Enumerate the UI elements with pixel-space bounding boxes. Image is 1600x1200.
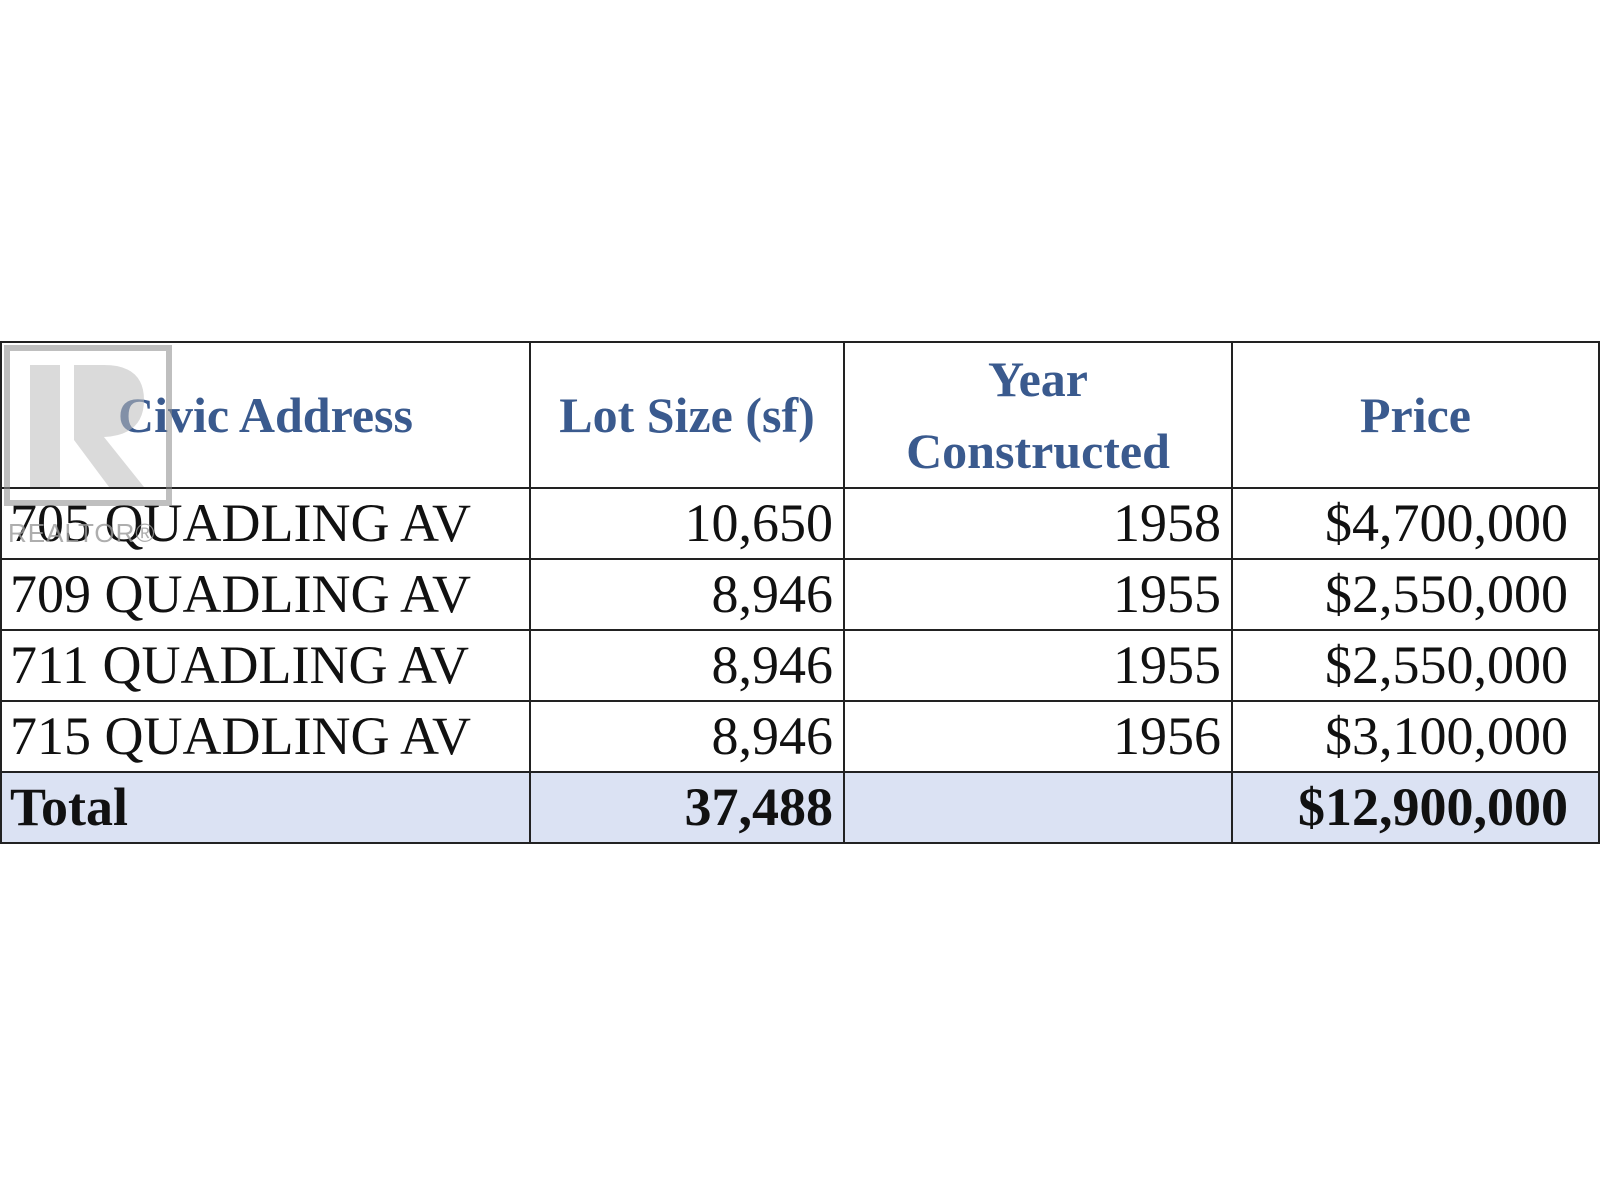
cell-year: 1955 (843, 629, 1233, 702)
header-row: Civic Address Lot Size (sf) Year Constru… (0, 341, 1600, 489)
table-row: 709 QUADLING AV 8,946 1955 $2,550,000 (0, 558, 1600, 631)
header-civic-address: Civic Address (0, 341, 531, 489)
cell-price: $3,100,000 (1231, 700, 1600, 773)
header-year-constructed: Year Constructed (843, 341, 1233, 489)
header-price: Price (1231, 341, 1600, 489)
cell-lot-size: 10,650 (529, 487, 845, 560)
cell-lot-size: 8,946 (529, 629, 845, 702)
cell-lot-size: 8,946 (529, 700, 845, 773)
cell-address: 705 QUADLING AV (0, 487, 531, 560)
cell-address: 709 QUADLING AV (0, 558, 531, 631)
cell-year: 1958 (843, 487, 1233, 560)
table-row: 715 QUADLING AV 8,946 1956 $3,100,000 (0, 700, 1600, 773)
table-row: 711 QUADLING AV 8,946 1955 $2,550,000 (0, 629, 1600, 702)
total-lot-size: 37,488 (529, 771, 845, 844)
total-label: Total (0, 771, 531, 844)
header-lot-size: Lot Size (sf) (529, 341, 845, 489)
cell-year: 1956 (843, 700, 1233, 773)
cell-address: 711 QUADLING AV (0, 629, 531, 702)
property-table: Civic Address Lot Size (sf) Year Constru… (0, 341, 1600, 844)
cell-lot-size: 8,946 (529, 558, 845, 631)
total-row: Total 37,488 $12,900,000 (0, 771, 1600, 844)
cell-address: 715 QUADLING AV (0, 700, 531, 773)
property-table-container: Civic Address Lot Size (sf) Year Constru… (0, 341, 1600, 844)
total-price: $12,900,000 (1231, 771, 1600, 844)
total-year (843, 771, 1233, 844)
cell-year: 1955 (843, 558, 1233, 631)
cell-price: $2,550,000 (1231, 629, 1600, 702)
table-row: 705 QUADLING AV 10,650 1958 $4,700,000 (0, 487, 1600, 560)
cell-price: $2,550,000 (1231, 558, 1600, 631)
cell-price: $4,700,000 (1231, 487, 1600, 560)
